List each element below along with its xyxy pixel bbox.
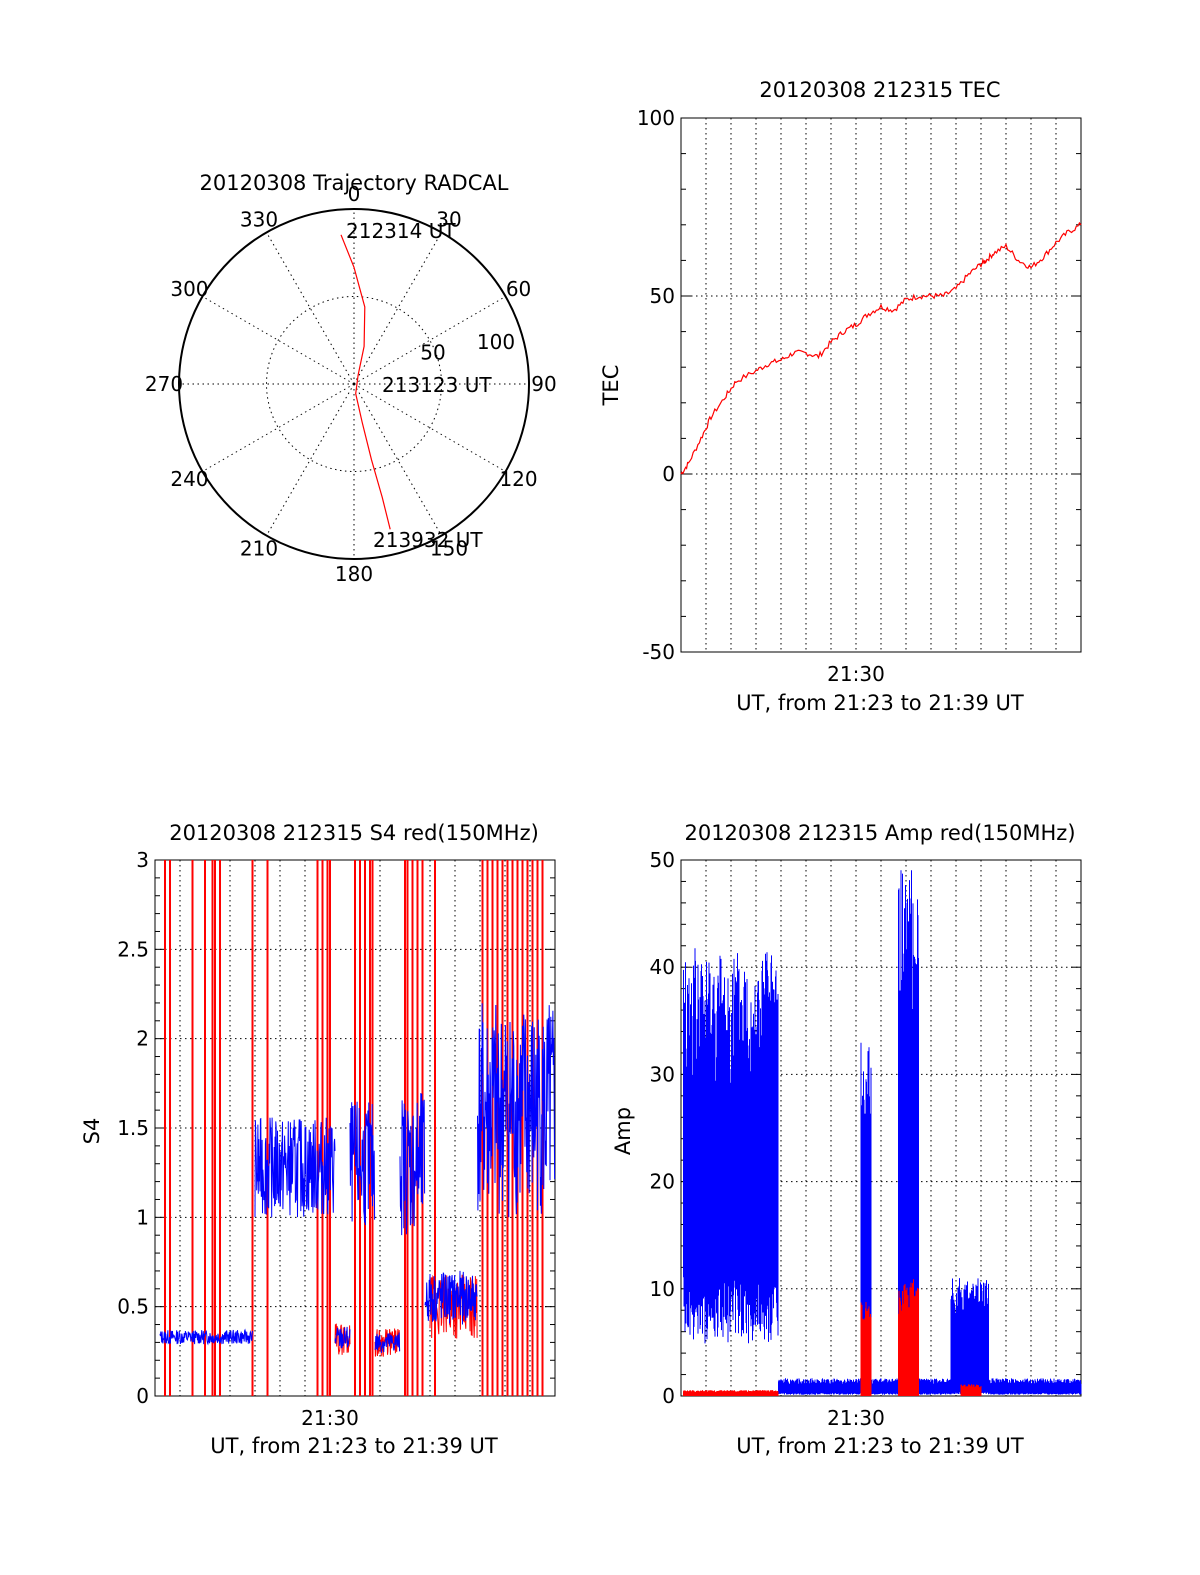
amp-red-band bbox=[860, 1302, 872, 1396]
s4-blue-trace bbox=[159, 1328, 253, 1346]
polar-angle-label: 210 bbox=[240, 537, 278, 561]
polar-spoke bbox=[266, 232, 355, 385]
tec-series bbox=[680, 221, 1082, 475]
y-tick-label: 10 bbox=[650, 1277, 675, 1301]
s4-blue-trace bbox=[349, 1101, 376, 1226]
polar-angle-label: 150 bbox=[430, 537, 468, 561]
tec-plot: 20120308 212315 TEC -50 0 50 100 21:30 TEC U… bbox=[599, 78, 1082, 715]
polar-angle-label: 300 bbox=[170, 277, 208, 301]
y-tick-label: 40 bbox=[650, 955, 675, 979]
s4-blue-trace bbox=[374, 1332, 401, 1354]
polar-angle-label: 330 bbox=[240, 207, 278, 231]
y-tick-label: 1 bbox=[136, 1205, 149, 1229]
s4-blue-trace bbox=[424, 1270, 478, 1325]
x-tick-label: 21:30 bbox=[827, 662, 885, 686]
amp-title: 20120308 212315 Amp red(150MHz) bbox=[684, 821, 1075, 845]
polar-angle-label: 240 bbox=[170, 467, 208, 491]
s4-xlabel: UT, from 21:23 to 21:39 UT bbox=[210, 1434, 498, 1458]
tec-line bbox=[680, 221, 1082, 475]
y-tick-label: 50 bbox=[650, 284, 675, 308]
annotation-end: 213932 UT bbox=[373, 528, 483, 552]
amp-plot: 20120308 212315 Amp red(150MHz) 0 10 20 30 4… bbox=[611, 821, 1082, 1458]
polar-trajectory-series bbox=[340, 234, 391, 530]
polar-angle-labels: 0 30 60 90 120 150 180 210 240 270 300 330 bbox=[145, 182, 557, 586]
amp-blue-band bbox=[778, 1378, 862, 1395]
plot-frame bbox=[680, 859, 1082, 1397]
polar-grid bbox=[178, 208, 530, 560]
amp-blue-band bbox=[898, 870, 919, 1390]
x-tick-label: 21:30 bbox=[827, 1406, 885, 1430]
amp-blue-band bbox=[950, 1278, 989, 1394]
polar-angle-label: 30 bbox=[436, 207, 461, 231]
tec-ylabel: TEC bbox=[599, 365, 623, 407]
polar-spoke bbox=[266, 383, 355, 536]
polar-spoke bbox=[353, 383, 506, 472]
polar-spoke bbox=[353, 383, 442, 536]
tec-axes: -50 0 50 100 21:30 bbox=[637, 106, 1082, 686]
amp-xlabel: UT, from 21:23 to 21:39 UT bbox=[736, 1434, 1024, 1458]
plot-frame bbox=[680, 117, 1082, 653]
polar-spoke bbox=[202, 296, 355, 385]
polar-title: 20120308 Trajectory RADCAL bbox=[200, 171, 509, 195]
y-tick-label: 3 bbox=[136, 848, 149, 872]
polar-radius-label: 50 bbox=[420, 341, 445, 365]
polar-radius-labels: 50 100 bbox=[420, 330, 515, 365]
polar-trajectory-plot: 20120308 Trajectory RADCAL 0 30 60 90 120 150… bbox=[145, 171, 557, 586]
y-tick-label: 100 bbox=[637, 106, 675, 130]
s4-blue-trace bbox=[399, 1093, 426, 1236]
s4-ylabel: S4 bbox=[80, 1118, 104, 1145]
polar-angle-label: 90 bbox=[531, 372, 556, 396]
polar-inner-circle bbox=[266, 296, 442, 472]
polar-spoke bbox=[202, 383, 355, 472]
amp-blue-band bbox=[870, 1378, 899, 1395]
y-tick-label: 1.5 bbox=[117, 1116, 149, 1140]
y-tick-label: 20 bbox=[650, 1170, 675, 1194]
s4-plot: 20120308 212315 S4 red(150MHz) 0 0.5 1 1.5 2… bbox=[80, 821, 556, 1458]
y-tick-label: 0.5 bbox=[117, 1295, 149, 1319]
s4-blue-trace bbox=[254, 1117, 336, 1218]
amp-blue-band bbox=[683, 948, 779, 1344]
polar-angle-label: 270 bbox=[145, 372, 183, 396]
amp-red-band bbox=[898, 1279, 919, 1396]
polar-outer-circle bbox=[178, 208, 530, 560]
polar-angle-label: 180 bbox=[335, 562, 373, 586]
y-tick-label: 50 bbox=[650, 848, 675, 872]
s4-title: 20120308 212315 S4 red(150MHz) bbox=[169, 821, 539, 845]
s4-series bbox=[159, 860, 556, 1396]
amp-ylabel: Amp bbox=[611, 1107, 635, 1155]
amp-blue-band bbox=[988, 1378, 1082, 1395]
amp-series bbox=[683, 870, 1082, 1396]
y-tick-label: 0 bbox=[662, 462, 675, 486]
tec-title: 20120308 212315 TEC bbox=[759, 78, 1000, 102]
s4-blue-trace bbox=[477, 1003, 556, 1218]
polar-angle-label: 0 bbox=[348, 182, 361, 206]
y-tick-label: 2 bbox=[136, 1027, 149, 1051]
polar-spoke bbox=[353, 296, 506, 385]
polar-radius-label: 100 bbox=[477, 330, 515, 354]
amp-blue-band bbox=[860, 1042, 872, 1393]
amp-blue-band bbox=[918, 1378, 952, 1395]
s4-blue-trace bbox=[334, 1326, 351, 1349]
y-tick-label: 2.5 bbox=[117, 937, 149, 961]
y-tick-label: 0 bbox=[136, 1384, 149, 1408]
y-tick-label: 0 bbox=[662, 1384, 675, 1408]
annotation-mid: 213123 UT bbox=[382, 373, 492, 397]
amp-red-band bbox=[960, 1384, 982, 1396]
polar-angle-label: 120 bbox=[499, 467, 537, 491]
polar-trajectory-line bbox=[340, 234, 391, 530]
amp-red-band bbox=[683, 1390, 779, 1396]
y-tick-label: 30 bbox=[650, 1062, 675, 1086]
polar-spoke bbox=[353, 232, 442, 385]
polar-angle-label: 60 bbox=[506, 277, 531, 301]
amp-axes: 0 10 20 30 40 50 21:30 bbox=[650, 848, 1082, 1430]
tec-xlabel: UT, from 21:23 to 21:39 UT bbox=[736, 691, 1024, 715]
x-tick-label: 21:30 bbox=[301, 1406, 359, 1430]
annotation-start: 212314 UT bbox=[346, 219, 456, 243]
y-tick-label: -50 bbox=[642, 640, 675, 664]
